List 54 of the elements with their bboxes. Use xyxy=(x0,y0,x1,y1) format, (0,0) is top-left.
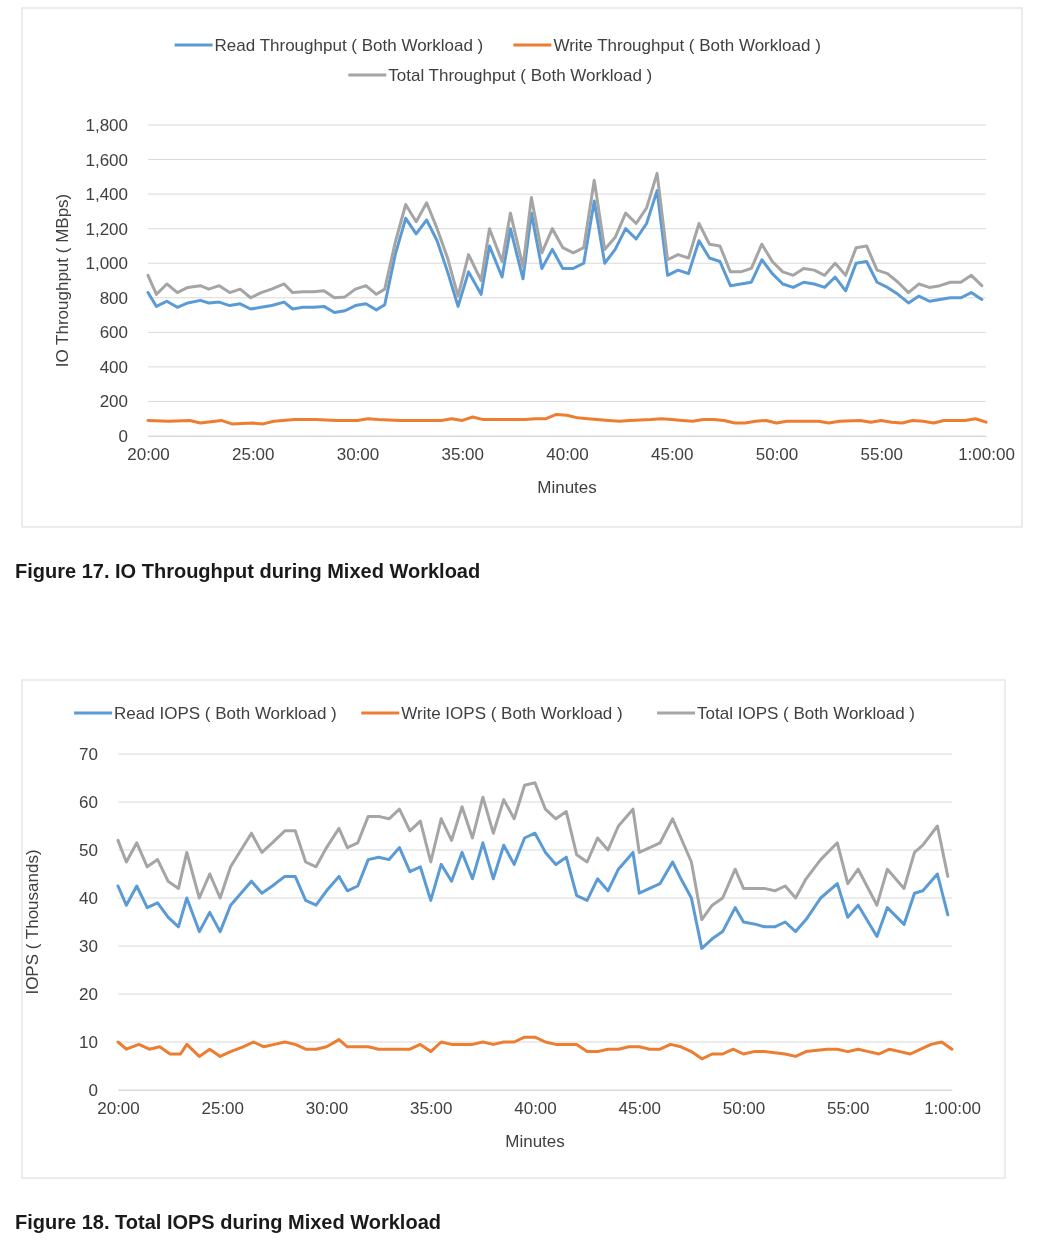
x-tick-label: 30:00 xyxy=(305,1099,349,1119)
y-tick-label: 0 xyxy=(88,1080,98,1100)
legend-label: Write IOPS ( Both Workload ) xyxy=(401,704,623,723)
x-tick-label: 35:00 xyxy=(409,1099,453,1119)
y-tick-label: 200 xyxy=(99,392,128,412)
x-tick-label: 55:00 xyxy=(826,1099,870,1119)
x-tick-label: 45:00 xyxy=(650,445,694,465)
x-axis-title: Minutes xyxy=(505,1132,565,1151)
text: Figure 18. Total IOPS during Mixed Workload xyxy=(15,1211,441,1233)
y-tick-label: 800 xyxy=(99,288,128,308)
y-tick-label: 1,400 xyxy=(85,185,128,205)
y-tick-label: 1,600 xyxy=(85,150,128,170)
x-tick-label: 40:00 xyxy=(546,445,589,465)
y-tick-label: 30 xyxy=(79,936,98,956)
y-tick-label: 400 xyxy=(99,357,128,377)
x-tick-label: 20:00 xyxy=(127,445,170,465)
y-tick-label: 1,800 xyxy=(85,115,128,135)
y-axis-title: IOPS ( Thousands) xyxy=(23,849,42,995)
x-tick-label: 20:00 xyxy=(97,1099,140,1119)
text: Figure 17. IO Throughput during Mixed Workload xyxy=(15,560,481,582)
y-tick-label: 10 xyxy=(79,1032,98,1052)
x-tick-label: 1:00:00 xyxy=(958,445,1015,465)
x-tick-label: 35:00 xyxy=(441,445,485,465)
y-tick-label: 20 xyxy=(79,984,98,1004)
legend-label: Read IOPS ( Both Workload ) xyxy=(114,704,337,723)
y-tick-label: 50 xyxy=(79,840,98,860)
x-tick-label: 45:00 xyxy=(618,1099,662,1119)
line-series xyxy=(116,1035,954,1061)
y-tick-label: 1,000 xyxy=(85,254,128,274)
line-series xyxy=(146,189,984,314)
legend-label: Read Throughput ( Both Workload ) xyxy=(214,36,484,55)
y-axis-title: IO Throughput ( MBps) xyxy=(53,193,72,368)
legend-label: Write Throughput ( Both Workload ) xyxy=(553,36,821,55)
y-tick-label: 600 xyxy=(99,323,128,343)
y-tick-label: 40 xyxy=(79,888,98,908)
y-tick-label: 1,200 xyxy=(85,219,128,239)
line-series xyxy=(116,781,950,922)
line-series xyxy=(116,831,950,950)
x-tick-label: 25:00 xyxy=(201,1099,245,1119)
x-tick-label: 30:00 xyxy=(336,445,380,465)
y-tick-label: 60 xyxy=(79,792,98,812)
line-series xyxy=(146,171,984,300)
y-tick-label: 0 xyxy=(118,426,128,446)
y-tick-label: 70 xyxy=(79,744,98,764)
x-tick-label: 1:00:00 xyxy=(924,1099,981,1119)
x-tick-label: 50:00 xyxy=(722,1099,766,1119)
legend-label: Total IOPS ( Both Workload ) xyxy=(697,704,916,723)
line-series xyxy=(146,412,988,426)
x-tick-label: 40:00 xyxy=(514,1099,557,1119)
x-axis-title: Minutes xyxy=(537,478,597,497)
legend-label: Total Throughput ( Both Workload ) xyxy=(388,66,653,85)
x-tick-label: 25:00 xyxy=(231,445,275,465)
x-tick-label: 50:00 xyxy=(755,445,799,465)
x-tick-label: 55:00 xyxy=(860,445,904,465)
